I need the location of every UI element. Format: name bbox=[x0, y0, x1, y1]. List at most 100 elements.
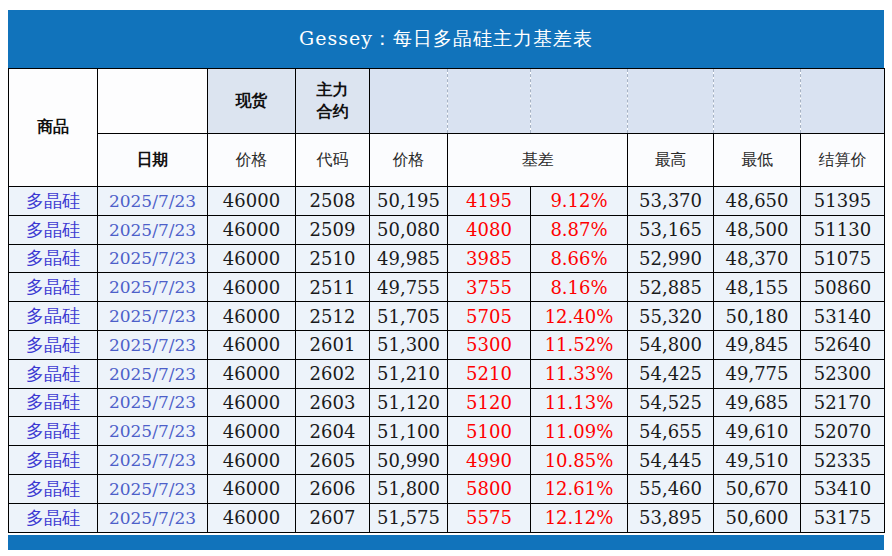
cell-low: 49,610 bbox=[714, 417, 801, 446]
cell-spot-price: 46000 bbox=[208, 302, 296, 331]
cell-high: 53,370 bbox=[628, 187, 714, 216]
cell-date: 2025/7/23 bbox=[98, 330, 208, 359]
cell-high: 52,885 bbox=[628, 273, 714, 302]
cell-code: 2510 bbox=[296, 244, 370, 273]
cell-price: 49,755 bbox=[370, 273, 448, 302]
cell-basis-pct: 12.61% bbox=[531, 474, 628, 503]
table-row: 多晶硅2025/7/2346000260351,120512011.13%54,… bbox=[9, 388, 885, 417]
cell-spot-price: 46000 bbox=[208, 244, 296, 273]
header-main-contract-line1: 主力 bbox=[297, 79, 368, 101]
cell-settlement: 53410 bbox=[801, 474, 885, 503]
table-row: 多晶硅2025/7/2346000260451,100510011.09%54,… bbox=[9, 417, 885, 446]
cell-low: 48,500 bbox=[714, 215, 801, 244]
cell-spot-price: 46000 bbox=[208, 388, 296, 417]
cell-price: 51,300 bbox=[370, 330, 448, 359]
cell-date: 2025/7/23 bbox=[98, 215, 208, 244]
cell-low: 48,155 bbox=[714, 273, 801, 302]
cell-low: 49,510 bbox=[714, 446, 801, 475]
cell-low: 50,180 bbox=[714, 302, 801, 331]
cell-commodity: 多晶硅 bbox=[9, 302, 98, 331]
header-high: 最高 bbox=[628, 134, 714, 187]
cell-price: 51,800 bbox=[370, 474, 448, 503]
cell-high: 55,320 bbox=[628, 302, 714, 331]
cell-low: 49,775 bbox=[714, 359, 801, 388]
cell-price: 51,120 bbox=[370, 388, 448, 417]
cell-high: 54,655 bbox=[628, 417, 714, 446]
cell-low: 48,650 bbox=[714, 187, 801, 216]
cell-code: 2602 bbox=[296, 359, 370, 388]
cell-basis: 5575 bbox=[448, 503, 531, 532]
header-band-cell bbox=[370, 69, 448, 134]
cell-spot-price: 46000 bbox=[208, 417, 296, 446]
header-band-cell bbox=[448, 69, 531, 134]
header-band-cell bbox=[801, 69, 885, 134]
cell-basis: 5100 bbox=[448, 417, 531, 446]
cell-basis: 5210 bbox=[448, 359, 531, 388]
cell-date: 2025/7/23 bbox=[98, 474, 208, 503]
cell-date: 2025/7/23 bbox=[98, 359, 208, 388]
cell-basis: 5705 bbox=[448, 302, 531, 331]
cell-low: 49,685 bbox=[714, 388, 801, 417]
header-commodity: 商品 bbox=[9, 69, 98, 187]
cell-settlement: 51130 bbox=[801, 215, 885, 244]
cell-commodity: 多晶硅 bbox=[9, 273, 98, 302]
cell-date: 2025/7/23 bbox=[98, 244, 208, 273]
cell-settlement: 53175 bbox=[801, 503, 885, 532]
table-row: 多晶硅2025/7/2346000251149,75537558.16%52,8… bbox=[9, 273, 885, 302]
cell-settlement: 51075 bbox=[801, 244, 885, 273]
cell-basis-pct: 8.87% bbox=[531, 215, 628, 244]
cell-commodity: 多晶硅 bbox=[9, 417, 98, 446]
header-settlement: 结算价 bbox=[801, 134, 885, 187]
cell-basis: 4080 bbox=[448, 215, 531, 244]
table-row: 多晶硅2025/7/2346000250950,08040808.87%53,1… bbox=[9, 215, 885, 244]
cell-settlement: 52070 bbox=[801, 417, 885, 446]
cell-code: 2509 bbox=[296, 215, 370, 244]
cell-commodity: 多晶硅 bbox=[9, 388, 98, 417]
cell-settlement: 52640 bbox=[801, 330, 885, 359]
cell-price: 50,080 bbox=[370, 215, 448, 244]
cell-date: 2025/7/23 bbox=[98, 503, 208, 532]
cell-date: 2025/7/23 bbox=[98, 187, 208, 216]
cell-settlement: 50860 bbox=[801, 273, 885, 302]
cell-price: 51,575 bbox=[370, 503, 448, 532]
cell-code: 2603 bbox=[296, 388, 370, 417]
cell-basis: 5800 bbox=[448, 474, 531, 503]
cell-price: 49,985 bbox=[370, 244, 448, 273]
header-row-bottom: 日期 价格 代码 价格 基差 最高 最低 结算价 bbox=[9, 134, 885, 187]
cell-spot-price: 46000 bbox=[208, 273, 296, 302]
header-main-contract: 主力 合约 bbox=[296, 69, 370, 134]
cell-high: 54,445 bbox=[628, 446, 714, 475]
cell-commodity: 多晶硅 bbox=[9, 474, 98, 503]
cell-commodity: 多晶硅 bbox=[9, 215, 98, 244]
cell-code: 2512 bbox=[296, 302, 370, 331]
cell-basis-pct: 12.12% bbox=[531, 503, 628, 532]
cell-date: 2025/7/23 bbox=[98, 446, 208, 475]
cell-basis: 3985 bbox=[448, 244, 531, 273]
cell-low: 49,845 bbox=[714, 330, 801, 359]
cell-basis: 5120 bbox=[448, 388, 531, 417]
cell-commodity: 多晶硅 bbox=[9, 244, 98, 273]
cell-basis: 4195 bbox=[448, 187, 531, 216]
cell-date: 2025/7/23 bbox=[98, 273, 208, 302]
cell-basis-pct: 11.13% bbox=[531, 388, 628, 417]
cell-commodity: 多晶硅 bbox=[9, 446, 98, 475]
cell-date: 2025/7/23 bbox=[98, 388, 208, 417]
cell-settlement: 51395 bbox=[801, 187, 885, 216]
cell-high: 54,425 bbox=[628, 359, 714, 388]
basis-report: Gessey：每日多晶硅主力基差表 商品 现货 主力 合约 bbox=[8, 10, 884, 550]
report-title-bar: Gessey：每日多晶硅主力基差表 bbox=[8, 10, 884, 68]
table-row: 多晶硅2025/7/2346000260651,800580012.61%55,… bbox=[9, 474, 885, 503]
cell-code: 2511 bbox=[296, 273, 370, 302]
cell-code: 2607 bbox=[296, 503, 370, 532]
cell-low: 50,670 bbox=[714, 474, 801, 503]
cell-high: 54,525 bbox=[628, 388, 714, 417]
table-row: 多晶硅2025/7/2346000251049,98539858.66%52,9… bbox=[9, 244, 885, 273]
header-date: 日期 bbox=[98, 134, 208, 187]
cell-code: 2508 bbox=[296, 187, 370, 216]
header-row-top: 商品 现货 主力 合约 bbox=[9, 69, 885, 134]
table-body: 多晶硅2025/7/2346000250850,19541959.12%53,3… bbox=[9, 187, 885, 533]
header-spacer bbox=[98, 69, 208, 134]
header-band-cell bbox=[628, 69, 714, 134]
cell-basis: 3755 bbox=[448, 273, 531, 302]
cell-code: 2605 bbox=[296, 446, 370, 475]
